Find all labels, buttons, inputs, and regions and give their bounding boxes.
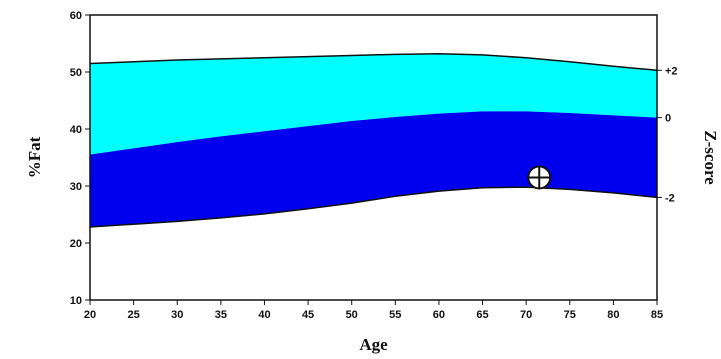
y-tick-label: 30	[70, 181, 82, 193]
x-tick-label: 20	[84, 309, 96, 321]
x-axis-ticks: 20 25 30 35 40 45 50 55 60 65 70 75 80 85	[84, 300, 663, 321]
x-tick-label: 70	[520, 309, 532, 321]
x-tick-label: 35	[215, 309, 227, 321]
y-tick-label: 40	[70, 124, 82, 136]
x-tick-label: 60	[433, 309, 445, 321]
x-tick-label: 50	[346, 309, 358, 321]
plot-frame	[89, 14, 658, 301]
y-axis-title: %Fat	[25, 136, 44, 178]
x-axis-title: Age	[359, 335, 388, 354]
x-tick-label: 75	[564, 309, 576, 321]
x-tick-label: 40	[258, 309, 270, 321]
patient-marker	[527, 165, 552, 190]
x-tick-label: 25	[127, 309, 139, 321]
band-lower	[90, 111, 657, 228]
y-axis-ticks: 10 20 30 40 50 60	[70, 10, 90, 307]
right-axis-title: Z-score	[701, 130, 720, 185]
z-tick-label: 0	[665, 113, 671, 125]
zscore-labels: +2 0 -2	[657, 65, 678, 204]
reference-bands	[90, 53, 657, 228]
x-tick-label: 65	[476, 309, 488, 321]
x-tick-label: 55	[389, 309, 401, 321]
y-tick-label: 20	[70, 238, 82, 250]
curve-minus2	[89, 186, 658, 228]
x-tick-label: 30	[171, 309, 183, 321]
x-tick-label: 45	[302, 309, 314, 321]
curve-plus2	[89, 53, 658, 72]
zscore-curves	[89, 53, 658, 228]
y-tick-label: 60	[70, 10, 82, 22]
y-tick-label: 50	[70, 67, 82, 79]
x-tick-label: 85	[651, 309, 663, 321]
z-tick-label: +2	[665, 65, 678, 77]
x-tick-label: 80	[607, 309, 619, 321]
z-tick-label: -2	[665, 192, 675, 204]
band-upper	[90, 53, 657, 155]
y-tick-label: 10	[70, 295, 82, 307]
